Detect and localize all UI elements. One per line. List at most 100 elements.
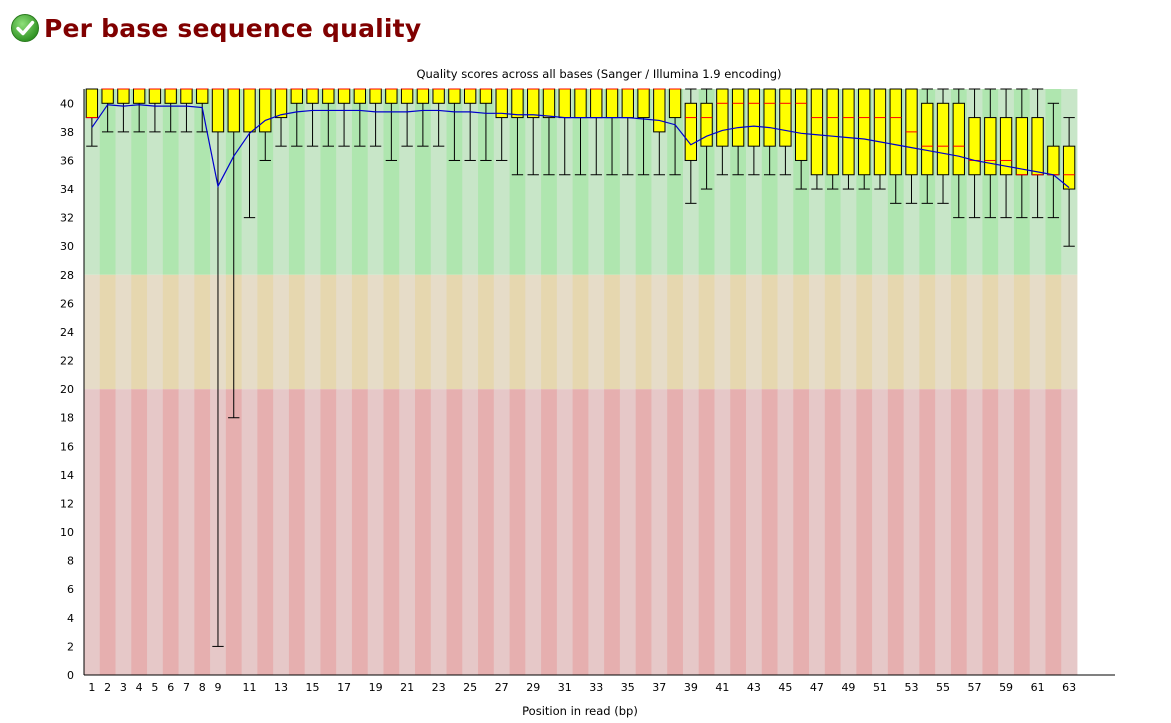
box-position-20 bbox=[385, 88, 398, 161]
zone-stripe-poor bbox=[966, 389, 983, 675]
zone-stripe-poor bbox=[304, 389, 321, 675]
box-position-41 bbox=[716, 88, 729, 176]
box-position-1 bbox=[85, 88, 99, 147]
x-tick-label: 59 bbox=[999, 681, 1013, 694]
x-tick-label: 5 bbox=[151, 681, 158, 694]
box-position-48 bbox=[826, 88, 839, 190]
zone-stripe-poor bbox=[415, 389, 432, 675]
zone-stripe-poor bbox=[367, 389, 384, 675]
box-iqr bbox=[952, 102, 965, 176]
zone-stripe-poor bbox=[903, 389, 920, 675]
zone-stripe-poor bbox=[115, 389, 132, 675]
x-tick-label: 19 bbox=[369, 681, 383, 694]
y-tick-label: 20 bbox=[60, 383, 74, 396]
box-iqr bbox=[984, 117, 997, 176]
y-tick-label: 18 bbox=[60, 412, 74, 425]
zone-stripe-poor bbox=[462, 389, 479, 675]
zone-stripe-reasonable bbox=[415, 274, 432, 390]
zone-stripe-reasonable bbox=[194, 274, 211, 390]
box-iqr bbox=[968, 117, 981, 176]
box-position-28 bbox=[511, 88, 524, 176]
y-tick-label: 12 bbox=[60, 497, 74, 510]
box-position-6 bbox=[164, 88, 177, 133]
mean-line-layer bbox=[91, 104, 1070, 189]
x-tick-label: 11 bbox=[243, 681, 257, 694]
y-tick-label: 30 bbox=[60, 240, 74, 253]
zone-stripe-reasonable bbox=[856, 274, 873, 390]
box-iqr bbox=[605, 88, 619, 119]
zone-stripe-poor bbox=[950, 389, 968, 675]
box-iqr bbox=[936, 102, 950, 176]
x-tick-label: 55 bbox=[936, 681, 950, 694]
zone-stripe-poor bbox=[809, 389, 826, 675]
zone-stripe-reasonable bbox=[84, 274, 101, 390]
zone-stripe-poor bbox=[131, 389, 148, 675]
box-position-50 bbox=[858, 88, 871, 190]
zone-stripe-reasonable bbox=[761, 274, 778, 390]
zone-stripe-good bbox=[320, 89, 337, 275]
zone-stripe-reasonable bbox=[604, 274, 621, 390]
zone-stripe-poor bbox=[556, 389, 574, 675]
box-iqr bbox=[763, 88, 776, 147]
x-tick-label: 37 bbox=[652, 681, 666, 694]
zone-stripe-good bbox=[178, 89, 195, 275]
zone-stripe-good bbox=[541, 89, 558, 275]
zone-stripe-good bbox=[194, 89, 211, 275]
zone-stripe-reasonable bbox=[651, 274, 668, 390]
zone-stripe-reasonable bbox=[824, 274, 841, 390]
box-position-2 bbox=[101, 88, 114, 133]
box-position-59 bbox=[999, 88, 1013, 219]
box-iqr bbox=[400, 88, 414, 104]
zone-stripe-good bbox=[304, 89, 321, 275]
x-tick-label: 13 bbox=[274, 681, 288, 694]
zone-stripe-good bbox=[131, 89, 148, 275]
box-iqr bbox=[274, 88, 288, 119]
box-iqr bbox=[180, 88, 193, 104]
box-position-14 bbox=[290, 88, 303, 147]
x-tick-label: 9 bbox=[214, 681, 221, 694]
box-iqr bbox=[794, 88, 808, 161]
zone-stripe-good bbox=[399, 89, 416, 275]
zone-stripe-reasonable bbox=[698, 274, 715, 390]
box-position-39 bbox=[684, 88, 698, 204]
zone-stripe-reasonable bbox=[572, 274, 589, 390]
zone-stripe-poor bbox=[840, 389, 857, 675]
zone-stripe-reasonable bbox=[746, 274, 763, 390]
y-tick-label: 38 bbox=[60, 126, 74, 139]
box-iqr bbox=[432, 88, 445, 104]
box-position-58 bbox=[984, 88, 997, 219]
x-tick-label: 47 bbox=[810, 681, 824, 694]
zone-stripe-reasonable bbox=[1013, 274, 1031, 390]
box-iqr bbox=[668, 88, 682, 119]
zone-stripe-reasonable bbox=[714, 274, 731, 390]
zone-stripe-poor bbox=[509, 389, 526, 675]
zone-stripe-poor bbox=[919, 389, 936, 675]
zone-stripe-reasonable bbox=[1045, 274, 1062, 390]
zone-stripe-poor bbox=[541, 389, 558, 675]
zone-stripe-good bbox=[651, 89, 668, 275]
box-iqr bbox=[810, 88, 824, 176]
zone-stripe-poor bbox=[1029, 389, 1046, 675]
zone-stripe-reasonable bbox=[935, 274, 952, 390]
x-tick-label: 31 bbox=[558, 681, 572, 694]
zone-stripe-good bbox=[572, 89, 589, 275]
box-iqr bbox=[511, 88, 524, 119]
zone-stripe-poor bbox=[856, 389, 873, 675]
box-iqr bbox=[999, 117, 1013, 176]
x-tick-label: 63 bbox=[1062, 681, 1076, 694]
zone-stripe-reasonable bbox=[1029, 274, 1046, 390]
zone-stripe-poor bbox=[998, 389, 1015, 675]
zone-stripe-poor bbox=[761, 389, 778, 675]
zone-stripe-poor bbox=[320, 389, 337, 675]
y-tick-label: 34 bbox=[60, 183, 74, 196]
zone-stripe-poor bbox=[572, 389, 589, 675]
box-iqr bbox=[637, 88, 650, 119]
zone-stripe-reasonable bbox=[478, 274, 495, 390]
zone-stripe-reasonable bbox=[556, 274, 574, 390]
box-iqr bbox=[527, 88, 540, 119]
zone-stripe-reasonable bbox=[998, 274, 1015, 390]
zone-stripe-reasonable bbox=[351, 274, 369, 390]
zone-stripe-good bbox=[336, 89, 353, 275]
zone-stripe-poor bbox=[478, 389, 495, 675]
box-position-33 bbox=[590, 88, 603, 176]
